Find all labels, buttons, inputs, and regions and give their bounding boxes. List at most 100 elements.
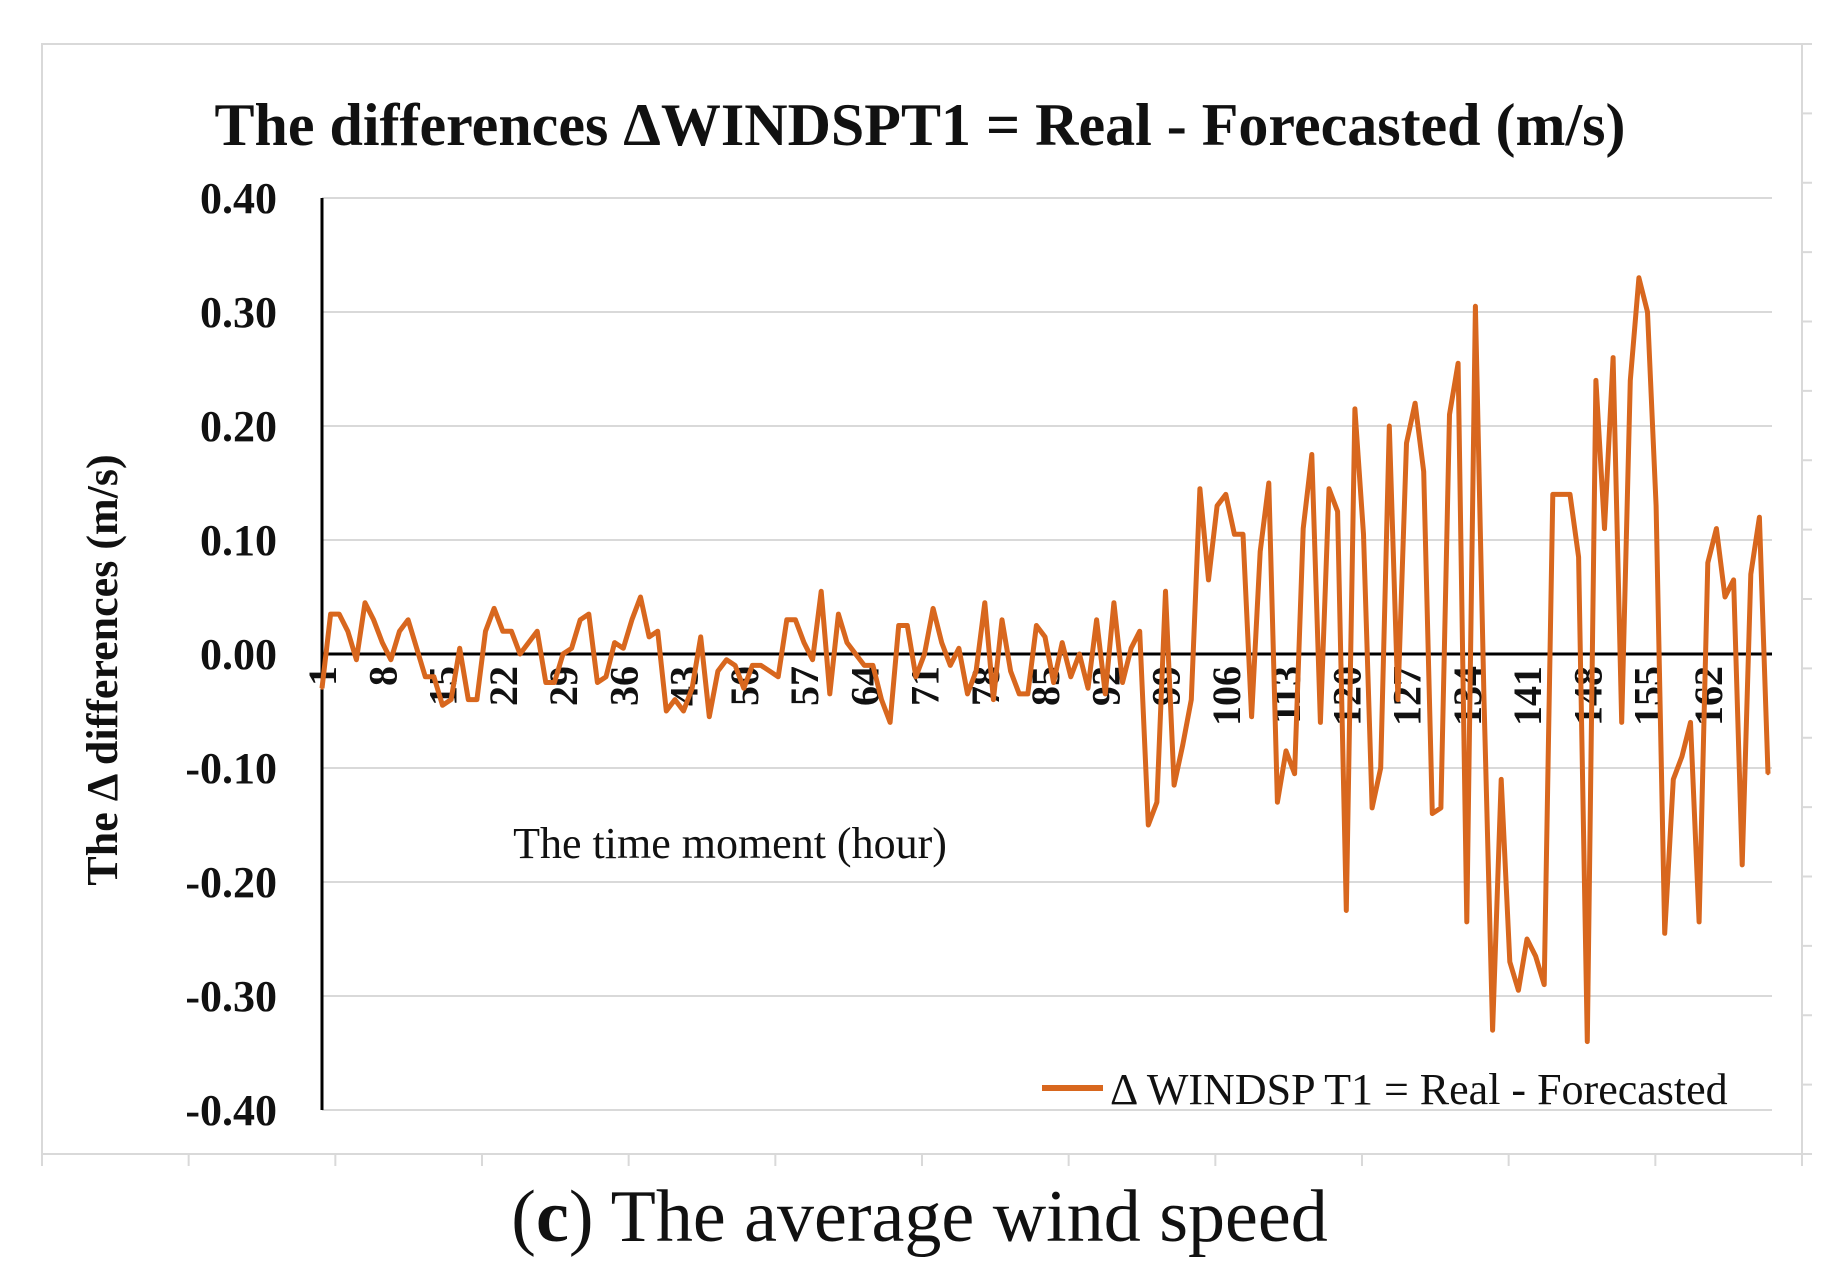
data-point bbox=[544, 681, 548, 684]
data-point bbox=[1155, 800, 1159, 804]
data-point bbox=[819, 589, 823, 593]
data-point bbox=[398, 629, 401, 633]
x-tick-label: 106 bbox=[1204, 666, 1249, 726]
data-point bbox=[1146, 823, 1150, 827]
data-point bbox=[1422, 470, 1426, 474]
data-point bbox=[1060, 641, 1064, 645]
data-point bbox=[914, 675, 918, 679]
data-point bbox=[1482, 698, 1486, 702]
data-point bbox=[346, 629, 350, 633]
data-point bbox=[1379, 766, 1383, 770]
data-point bbox=[957, 646, 961, 650]
data-point bbox=[733, 663, 737, 667]
data-point bbox=[1465, 920, 1469, 924]
data-point bbox=[793, 618, 797, 622]
data-point bbox=[707, 715, 711, 719]
data-point bbox=[1646, 310, 1649, 314]
y-tick-label: -0.30 bbox=[185, 972, 277, 1021]
y-tick-label: -0.40 bbox=[185, 1086, 277, 1135]
data-point bbox=[923, 652, 926, 656]
x-tick-label: 155 bbox=[1626, 666, 1671, 726]
x-tick-label: 113 bbox=[1264, 666, 1309, 724]
data-point bbox=[466, 698, 470, 702]
data-point bbox=[492, 606, 496, 610]
frame-tick-marks bbox=[41, 43, 1812, 1166]
data-point bbox=[931, 606, 935, 610]
data-point bbox=[1413, 401, 1417, 405]
data-point bbox=[785, 618, 789, 622]
x-tick-label: 148 bbox=[1565, 666, 1610, 726]
data-point bbox=[1740, 863, 1744, 867]
x-tick-label: 22 bbox=[481, 666, 526, 706]
data-point bbox=[880, 698, 883, 702]
data-point bbox=[1749, 572, 1753, 576]
data-point bbox=[639, 595, 642, 599]
data-point bbox=[1138, 629, 1142, 633]
x-tick-label: 99 bbox=[1144, 666, 1189, 706]
data-point bbox=[1241, 532, 1245, 536]
data-point bbox=[725, 658, 728, 662]
data-point bbox=[664, 709, 668, 713]
data-point bbox=[1215, 504, 1219, 508]
data-point bbox=[897, 624, 901, 627]
data-point bbox=[1103, 692, 1107, 696]
data-point bbox=[509, 629, 513, 633]
data-point bbox=[1396, 698, 1400, 702]
data-point bbox=[1112, 601, 1116, 605]
data-point bbox=[1362, 532, 1365, 536]
data-point bbox=[1499, 777, 1503, 781]
data-point bbox=[415, 646, 419, 650]
data-point bbox=[475, 698, 479, 702]
y-tick-label: 0.40 bbox=[200, 174, 277, 223]
data-point bbox=[1611, 356, 1615, 360]
data-point bbox=[811, 658, 815, 662]
data-point bbox=[432, 675, 436, 679]
data-point bbox=[501, 629, 505, 633]
x-tick-label: 29 bbox=[541, 666, 586, 706]
data-point bbox=[1026, 692, 1030, 696]
data-point bbox=[1009, 669, 1013, 673]
data-point bbox=[776, 675, 780, 679]
data-point bbox=[1637, 276, 1641, 280]
data-point bbox=[320, 686, 324, 690]
data-point bbox=[561, 652, 565, 656]
data-point bbox=[1542, 983, 1546, 987]
data-point bbox=[354, 658, 358, 662]
data-point bbox=[1310, 453, 1314, 456]
data-point bbox=[1086, 686, 1090, 690]
data-point bbox=[1258, 549, 1262, 553]
data-point bbox=[449, 698, 453, 702]
data-point bbox=[1714, 527, 1718, 531]
data-point bbox=[888, 720, 892, 724]
data-point bbox=[1508, 960, 1512, 964]
data-point bbox=[862, 663, 866, 667]
data-point bbox=[690, 686, 694, 690]
data-point bbox=[656, 629, 660, 633]
chart-title: The differences ΔWINDSPT1 = Real - Forec… bbox=[214, 92, 1625, 158]
data-point bbox=[423, 675, 427, 679]
data-point bbox=[1654, 504, 1658, 508]
data-point bbox=[1680, 755, 1684, 759]
y-tick-labels: 0.40 0.30 0.20 0.10 0.00 -0.10 -0.20 -0.30 -0.40 bbox=[185, 174, 277, 1135]
data-point bbox=[1559, 492, 1563, 496]
y-axis-label: The Δ differences (m/s) bbox=[78, 454, 127, 885]
data-point bbox=[974, 669, 978, 673]
data-point bbox=[845, 641, 849, 645]
data-point bbox=[1336, 510, 1340, 513]
data-point bbox=[991, 698, 995, 702]
x-tick-label: 141 bbox=[1505, 666, 1550, 726]
data-point bbox=[1043, 635, 1047, 639]
data-point bbox=[1603, 527, 1606, 531]
figure-caption: (c) The average wind speed bbox=[0, 1175, 1839, 1260]
data-point bbox=[1568, 492, 1572, 496]
data-point bbox=[372, 618, 376, 622]
data-point bbox=[1706, 561, 1710, 565]
data-point bbox=[587, 612, 591, 616]
data-point bbox=[1491, 1028, 1495, 1032]
data-point bbox=[1293, 772, 1297, 776]
data-point bbox=[983, 601, 987, 605]
data-point bbox=[1766, 772, 1770, 776]
data-point bbox=[836, 612, 840, 616]
data-point bbox=[1370, 806, 1374, 810]
y-tick-label: 0.20 bbox=[200, 402, 277, 451]
